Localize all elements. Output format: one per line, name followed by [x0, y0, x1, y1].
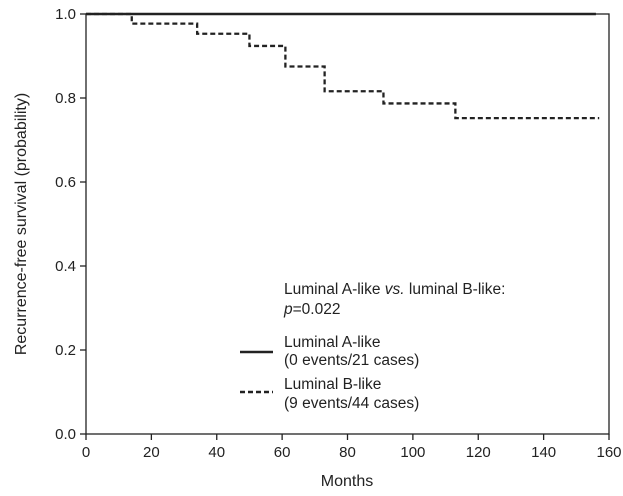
legend: Luminal A-like vs. luminal B-like: p=0.0…: [240, 281, 505, 412]
x-tick-label: 140: [531, 444, 556, 461]
x-tick-label: 40: [208, 444, 225, 461]
x-tick-label: 60: [274, 444, 291, 461]
x-tick-label: 100: [400, 444, 425, 461]
y-axis-label: Recurrence-free survival (probability): [13, 93, 30, 355]
comparison-annotation: Luminal A-like vs. luminal B-like:: [284, 281, 505, 298]
x-tick-label: 80: [339, 444, 356, 461]
legend-label-luminal-b: Luminal B-like: [284, 376, 381, 393]
y-tick-label: 1.0: [55, 6, 76, 23]
y-tick-label: 0.2: [55, 342, 76, 359]
series-layer: [86, 12, 600, 120]
p-value-annotation: p=0.022: [283, 301, 340, 318]
plot-frame: [85, 13, 610, 435]
y-tick-label: 0.6: [55, 174, 76, 191]
legend-detail-luminal-b: (9 events/44 cases): [284, 395, 419, 412]
y-tick-label: 0.4: [55, 258, 76, 275]
x-tick-label: 20: [143, 444, 160, 461]
x-axis-ticks: 0 20 40 60 80 100 120 140 160: [82, 434, 622, 461]
y-tick-label: 0.8: [55, 90, 76, 107]
legend-detail-luminal-a: (0 events/21 cases): [284, 352, 419, 369]
y-axis-ticks: 0.0 0.2 0.4 0.6 0.8 1.0: [55, 6, 86, 443]
legend-label-luminal-a: Luminal A-like: [284, 334, 381, 351]
x-tick-label: 0: [82, 444, 90, 461]
y-tick-label: 0.0: [55, 426, 76, 443]
x-tick-label: 120: [466, 444, 491, 461]
series-line-luminal-b: [86, 12, 600, 120]
x-tick-label: 160: [596, 444, 621, 461]
x-axis-label: Months: [321, 473, 373, 490]
